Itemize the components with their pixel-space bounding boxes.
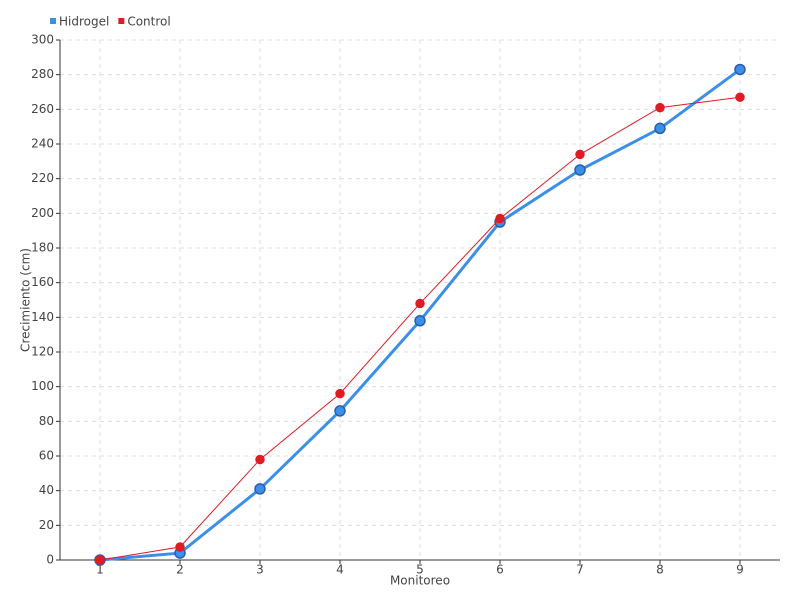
data-point bbox=[254, 483, 266, 495]
y-tick-label: 80 bbox=[39, 414, 54, 428]
y-tick-label: 0 bbox=[46, 553, 54, 567]
x-tick-label: 4 bbox=[336, 563, 344, 577]
y-tick-label: 60 bbox=[39, 449, 54, 463]
data-point bbox=[734, 63, 746, 76]
legend-label: Hidrogel bbox=[59, 15, 109, 29]
data-point bbox=[655, 102, 665, 113]
x-axis-label: Monitoreo bbox=[390, 574, 450, 588]
y-tick-label: 260 bbox=[31, 102, 54, 116]
data-point bbox=[575, 149, 585, 160]
data-point bbox=[654, 122, 666, 135]
y-tick-label: 160 bbox=[31, 275, 54, 289]
x-tick-label: 8 bbox=[656, 563, 664, 577]
legend-label: Control bbox=[127, 15, 170, 29]
y-tick-label: 40 bbox=[39, 483, 54, 497]
data-point bbox=[415, 298, 425, 309]
data-point bbox=[95, 555, 105, 565]
legend-swatch bbox=[118, 18, 125, 24]
y-tick-label: 140 bbox=[31, 310, 54, 324]
data-point bbox=[735, 92, 745, 102]
x-tick-label: 1 bbox=[96, 563, 104, 577]
x-tick-label: 2 bbox=[176, 563, 184, 577]
x-tick-label: 9 bbox=[736, 563, 744, 577]
y-tick-label: 100 bbox=[31, 379, 54, 393]
data-point bbox=[574, 164, 586, 176]
x-tick-label: 3 bbox=[256, 563, 264, 577]
y-tick-label: 180 bbox=[31, 241, 54, 255]
y-tick-label: 20 bbox=[39, 518, 54, 532]
y-tick-label: 240 bbox=[31, 137, 54, 151]
data-point bbox=[334, 405, 346, 417]
y-axis-label: Crecimiento (cm) bbox=[19, 248, 33, 352]
data-point bbox=[335, 388, 345, 399]
x-tick-label: 5 bbox=[416, 563, 424, 577]
y-tick-label: 200 bbox=[31, 206, 54, 220]
x-tick-label: 6 bbox=[496, 563, 504, 577]
data-point bbox=[495, 213, 505, 224]
data-point bbox=[175, 542, 185, 552]
data-point bbox=[255, 454, 265, 465]
x-tick-label: 7 bbox=[576, 563, 584, 577]
data-point bbox=[414, 315, 426, 327]
y-tick-label: 280 bbox=[31, 67, 54, 81]
y-tick-label: 120 bbox=[31, 345, 54, 359]
y-tick-label: 300 bbox=[31, 33, 54, 47]
legend-swatch bbox=[50, 18, 56, 24]
y-tick-label: 220 bbox=[31, 171, 54, 185]
